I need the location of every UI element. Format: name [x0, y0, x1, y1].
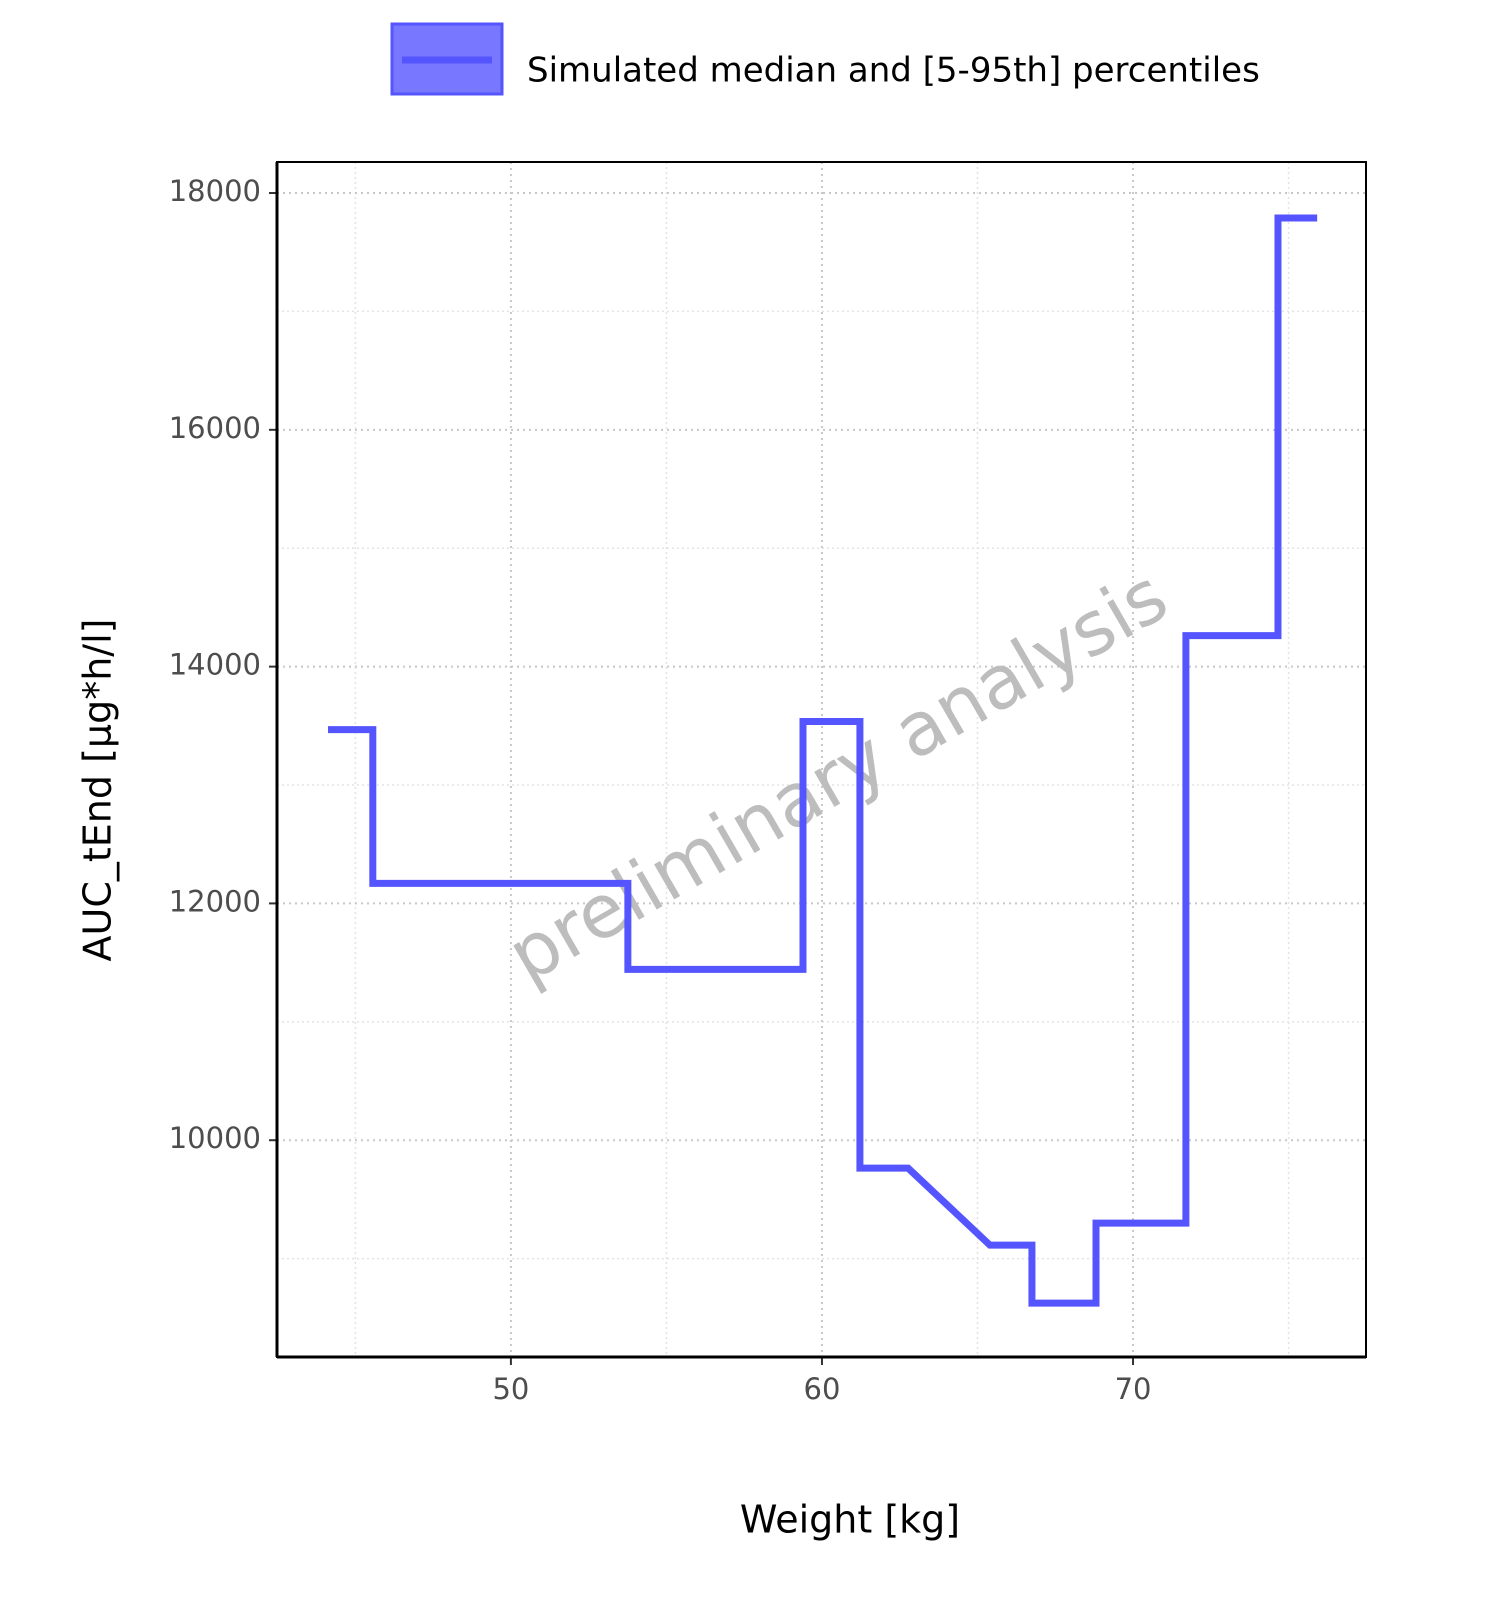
- y-tick-label: 14000: [169, 648, 261, 682]
- x-tick-label: 60: [804, 1372, 841, 1406]
- y-tick-label: 16000: [169, 411, 261, 445]
- x-axis-title: Weight [kg]: [740, 1498, 960, 1542]
- x-tick-label: 70: [1115, 1372, 1152, 1406]
- data-line: [328, 214, 1318, 1307]
- x-tick-label: 50: [492, 1372, 529, 1406]
- y-tick-label: 12000: [169, 884, 261, 918]
- y-axis-title: AUC_tEnd [µg*h/l]: [76, 619, 120, 962]
- y-tick-label: 10000: [169, 1121, 261, 1155]
- legend-label: Simulated median and [5-95th] percentile…: [527, 51, 1260, 91]
- y-tick-label: 18000: [169, 174, 261, 208]
- watermark: preliminary analysis: [494, 553, 1182, 1000]
